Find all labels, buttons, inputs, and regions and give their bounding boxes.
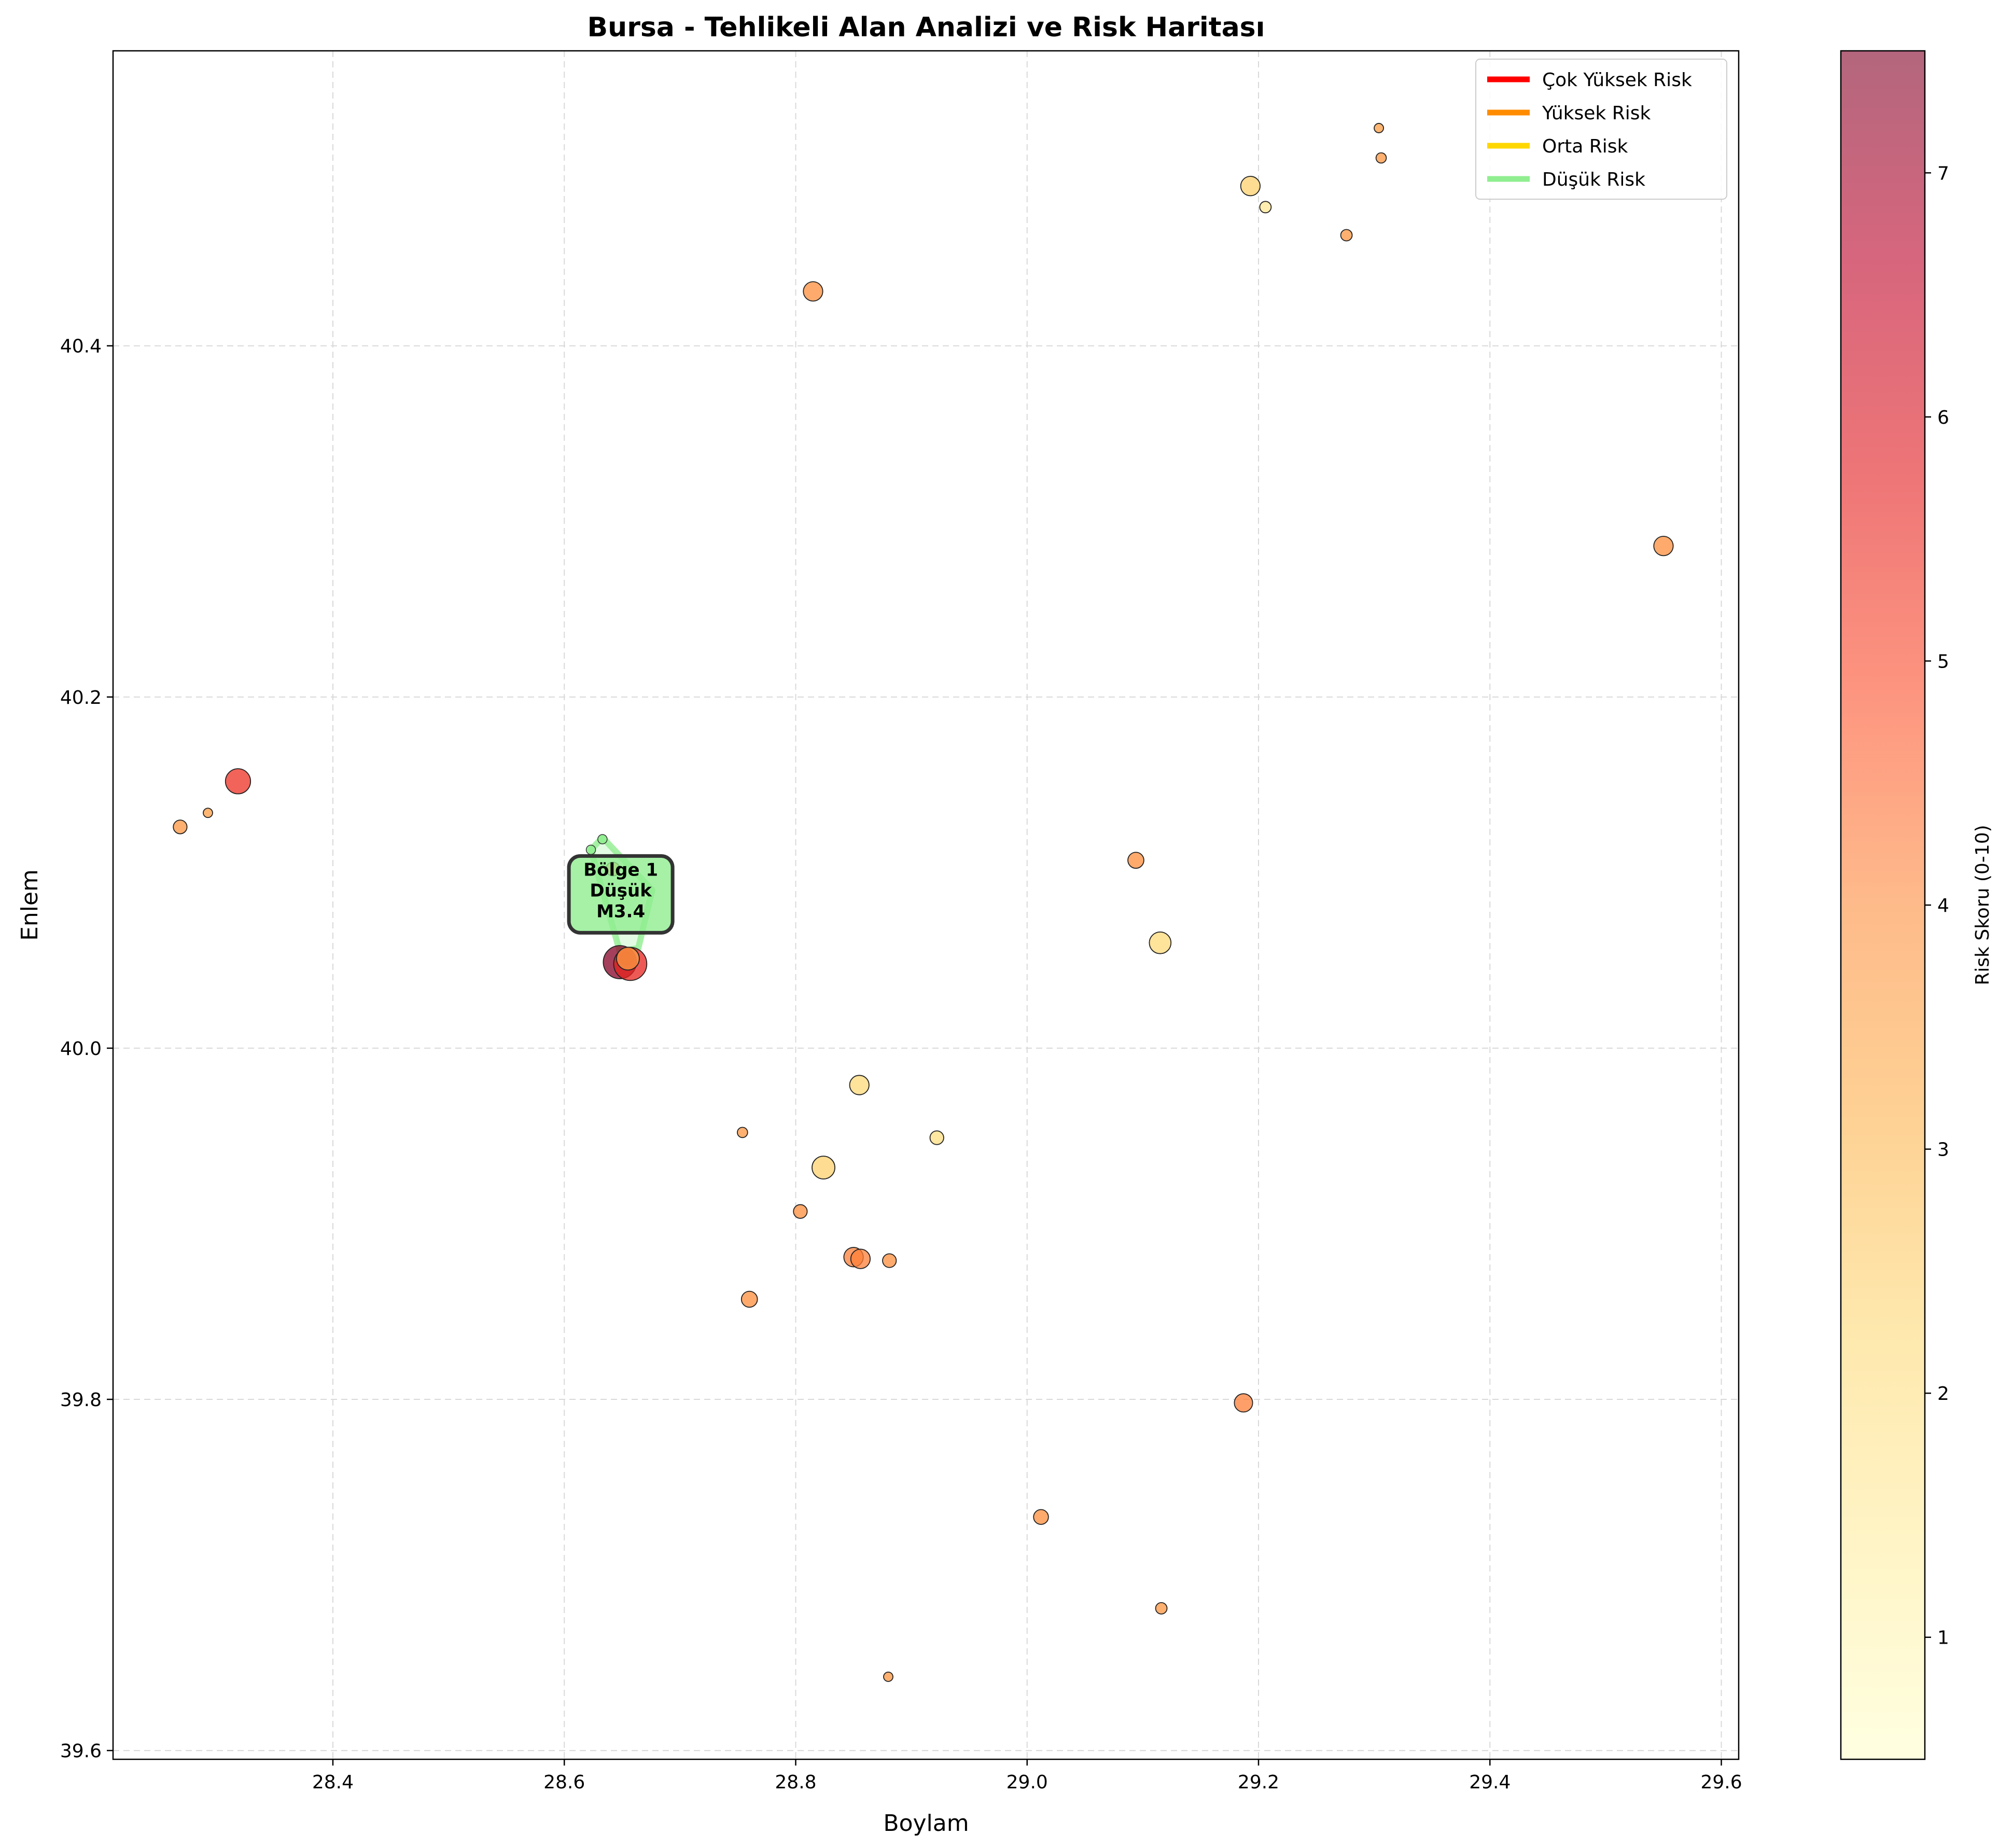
colorbar-tick-label: 2	[1937, 1383, 1949, 1405]
data-point	[1375, 152, 1387, 164]
data-point	[793, 1204, 808, 1219]
colorbar-title: Risk Skoru (0-10)	[1972, 825, 1993, 985]
legend: Çok Yüksek Risk Yüksek Risk Orta Risk Düşük…	[1475, 59, 1727, 200]
x-tick-label: 29.2	[1238, 1772, 1279, 1793]
y-axis-title: Enlem	[17, 869, 43, 941]
x-axis-ticks: 28.4 28.6 28.8 29.0 29.2 29.4 29.6	[312, 1759, 1742, 1793]
zone-label-line: Bölge 1	[583, 859, 658, 880]
data-point	[929, 1130, 944, 1145]
plot-frame	[112, 50, 1740, 1760]
legend-label: Düşük Risk	[1542, 169, 1645, 190]
x-tick-label: 29.0	[1007, 1772, 1048, 1793]
colorbar-tick-label: 6	[1937, 407, 1949, 428]
data-point	[740, 1290, 758, 1308]
legend-label: Yüksek Risk	[1542, 103, 1651, 124]
zone-label-line: M3.4	[596, 901, 645, 922]
chart-title: Bursa - Tehlikeli Alan Analizi ve Risk H…	[588, 12, 1265, 43]
legend-box	[1475, 59, 1727, 200]
data-point	[1240, 176, 1261, 197]
data-point	[1033, 1509, 1049, 1525]
legend-label: Orta Risk	[1542, 136, 1628, 157]
data-point	[803, 281, 823, 302]
colorbar: 1 2 3 4 5 6 7 Risk Skoru (0-10)	[1840, 50, 1993, 1760]
data-point	[883, 1671, 893, 1682]
y-tick-label: 40.4	[60, 336, 102, 357]
y-tick-label: 40.0	[60, 1038, 102, 1060]
data-point	[1155, 1602, 1168, 1615]
x-tick-label: 29.6	[1700, 1772, 1742, 1793]
zone-label-line: Düşük	[590, 880, 652, 901]
data-point	[882, 1253, 897, 1268]
x-axis-title: Boylam	[883, 1810, 969, 1837]
x-tick-label: 28.8	[775, 1772, 816, 1793]
legend-label: Çok Yüksek Risk	[1542, 70, 1692, 91]
zone-label-box	[567, 854, 675, 935]
data-point	[1340, 229, 1353, 242]
zone-point	[597, 834, 608, 844]
data-point	[1374, 123, 1384, 133]
y-axis-ticks: 39.6 39.8 40.0 40.2 40.4	[60, 336, 113, 1762]
y-tick-label: 39.8	[60, 1390, 102, 1411]
data-point	[1653, 536, 1674, 557]
data-point	[1234, 1393, 1253, 1413]
data-point	[1149, 931, 1172, 954]
data-point	[1259, 201, 1272, 214]
y-tick-label: 39.6	[60, 1741, 102, 1762]
data-point	[225, 768, 251, 795]
zone-point	[585, 844, 596, 855]
data-point	[849, 1075, 870, 1095]
colorbar-tick-label: 4	[1937, 895, 1949, 916]
y-tick-label: 40.2	[60, 687, 102, 708]
colorbar-gradient	[1841, 51, 1925, 1759]
colorbar-ticks: 1 2 3 4 5 6 7	[1925, 163, 1949, 1649]
x-tick-label: 29.4	[1469, 1772, 1511, 1793]
colorbar-tick-label: 3	[1937, 1140, 1949, 1161]
data-point	[850, 1248, 871, 1269]
data-point	[1127, 852, 1144, 869]
colorbar-tick-label: 5	[1937, 651, 1949, 672]
colorbar-tick-label: 1	[1937, 1628, 1949, 1649]
data-point	[203, 808, 213, 818]
data-point	[812, 1156, 835, 1180]
data-point	[173, 819, 188, 835]
x-tick-label: 28.4	[312, 1772, 354, 1793]
colorbar-tick-label: 7	[1937, 163, 1949, 184]
data-point	[616, 947, 640, 971]
x-tick-label: 28.6	[543, 1772, 585, 1793]
grid-lines	[113, 51, 1739, 1759]
data-point	[737, 1127, 748, 1138]
